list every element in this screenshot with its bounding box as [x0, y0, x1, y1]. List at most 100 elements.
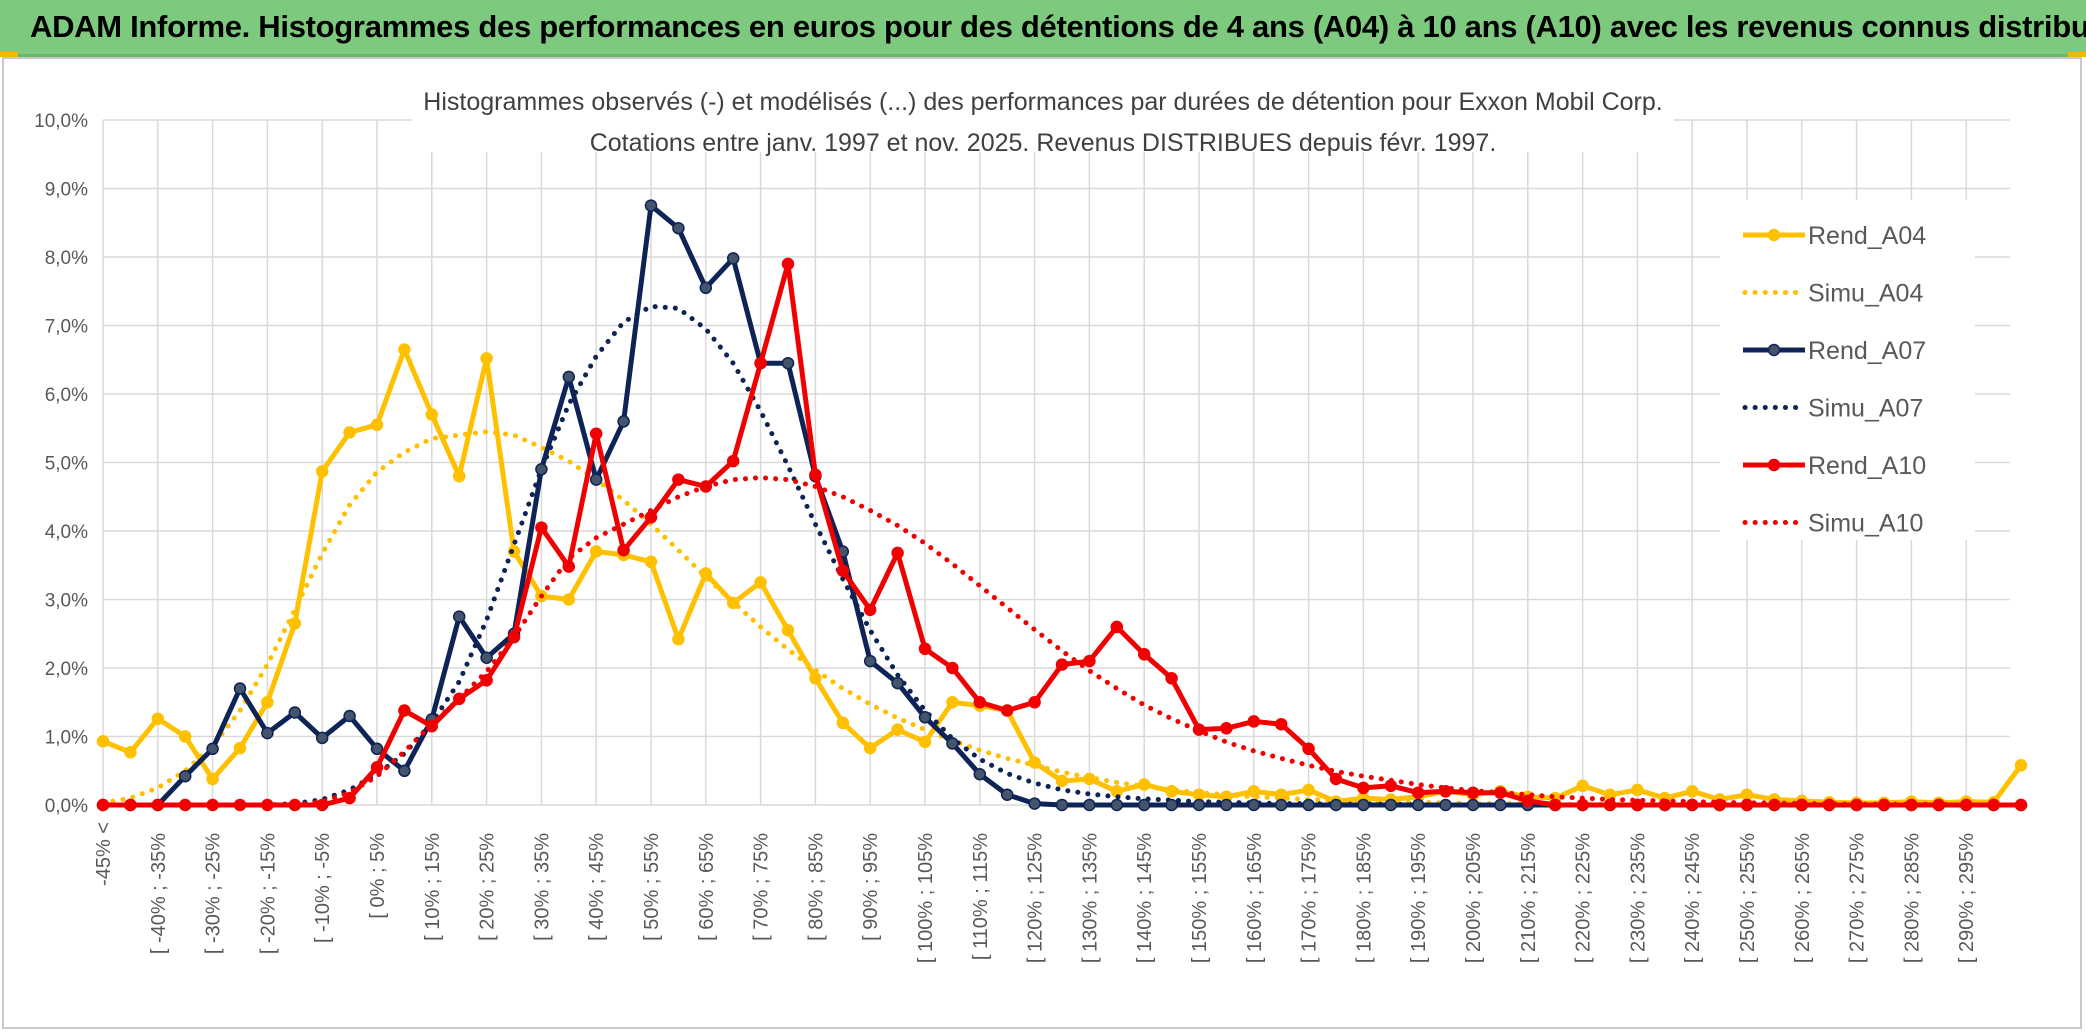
data-point — [343, 791, 356, 805]
data-point — [178, 769, 192, 783]
data-point — [261, 726, 274, 740]
data-point — [1110, 620, 1124, 634]
data-point — [288, 798, 302, 812]
x-tick-label: [ 240% ; 245% — [1682, 833, 1704, 963]
legend-label: Simu_A04 — [1808, 280, 1923, 308]
data-point — [151, 798, 165, 812]
legend-item-simu-a10: Simu_A10 — [1742, 510, 1923, 538]
data-point — [480, 352, 493, 365]
data-point — [946, 696, 959, 709]
data-point — [672, 473, 685, 486]
series-layer — [96, 199, 2028, 812]
data-point — [124, 798, 137, 812]
data-point — [1740, 788, 1754, 801]
y-tick-label: 0,0% — [45, 796, 88, 817]
x-tick-label: [ 270% ; 275% — [1847, 833, 1869, 963]
x-tick-label: [ 190% ; 195% — [1408, 833, 1430, 963]
x-tick-label: [ -20% ; -15% — [257, 833, 279, 954]
x-tick-label: [ 150% ; 155% — [1189, 833, 1211, 963]
data-point — [1822, 798, 1836, 812]
data-point — [863, 654, 877, 668]
x-tick-label: [ 70% ; 75% — [751, 833, 773, 941]
series-rend-a04 — [96, 343, 2028, 810]
data-point — [562, 560, 576, 573]
data-point — [672, 221, 685, 235]
data-point — [1137, 778, 1151, 791]
data-point — [809, 672, 822, 685]
legend-label: Simu_A07 — [1808, 395, 1923, 423]
data-point — [836, 564, 850, 577]
data-point — [781, 356, 795, 370]
x-tick-label: [ 220% ; 225% — [1573, 833, 1595, 963]
data-point — [1247, 798, 1261, 812]
legend-item-rend-a07: Rend_A07 — [1743, 337, 1926, 365]
x-tick-label: [ 80% ; 85% — [805, 833, 827, 941]
data-point — [1548, 798, 1562, 812]
x-tick-label: [ -30% ; -25% — [203, 833, 225, 954]
data-point — [1795, 798, 1809, 812]
x-tick-label: [ 100% ; 105% — [915, 833, 937, 963]
data-point — [562, 593, 576, 606]
data-point — [1959, 798, 1973, 812]
report-title: ADAM Informe. Histogrammes des performan… — [30, 9, 2086, 44]
series-rend-a10 — [96, 257, 2028, 812]
y-axis-ticks: 0,0% 1,0% 2,0% 3,0% 4,0% 5,0% 6,0% 7,0% 8,0% 9,0%… — [34, 111, 88, 817]
data-point — [1521, 794, 1535, 808]
data-point — [2014, 798, 2028, 812]
data-point — [1685, 798, 1699, 812]
title-backdrop — [412, 72, 1674, 152]
data-point — [1302, 742, 1315, 756]
data-point — [1028, 756, 1041, 769]
data-point — [1439, 785, 1452, 798]
data-point — [343, 426, 356, 439]
data-point — [178, 798, 192, 812]
data-point — [261, 696, 274, 709]
data-point — [178, 730, 192, 743]
data-point — [699, 567, 713, 580]
data-point — [1165, 672, 1178, 685]
data-point — [233, 682, 247, 695]
data-point — [1411, 798, 1425, 812]
x-tick-label: [ -10% ; -5% — [312, 833, 334, 943]
data-point — [754, 576, 767, 589]
data-point — [1192, 723, 1206, 736]
x-tick-label: [ 160% ; 165% — [1244, 833, 1266, 963]
data-point — [781, 257, 795, 271]
chart-title: Histogrammes observés (-) et modélisés (… — [423, 88, 1662, 116]
x-tick-label: [ 180% ; 185% — [1353, 833, 1375, 963]
legend-box — [1720, 200, 1975, 540]
data-point — [1658, 798, 1672, 812]
legend-marker — [1767, 228, 1781, 242]
data-point — [1000, 788, 1014, 801]
x-tick-label: [ 30% ; 35% — [531, 833, 553, 941]
data-point — [617, 543, 630, 557]
data-point — [315, 798, 329, 812]
data-point — [1247, 715, 1261, 728]
data-point — [96, 735, 110, 748]
data-point — [562, 370, 576, 384]
data-point — [781, 624, 795, 637]
data-point — [946, 737, 959, 750]
data-point — [1932, 798, 1946, 812]
y-tick-label: 10,0% — [34, 111, 88, 132]
data-point — [1603, 798, 1617, 812]
data-point — [699, 281, 713, 295]
x-tick-label: [ 200% ; 205% — [1463, 833, 1485, 963]
x-tick-label: [ 230% ; 235% — [1627, 833, 1649, 963]
data-point — [480, 651, 493, 664]
data-point — [1576, 798, 1589, 812]
x-axis-ticks: -45% < [ -40% ; -35% [ -30% ; -25% [ -20% ;… — [93, 822, 1978, 963]
x-tick-label: [ 0% ; 5% — [367, 833, 389, 919]
data-point — [617, 415, 630, 428]
data-point — [1247, 785, 1261, 798]
data-point — [425, 408, 439, 421]
data-point — [151, 712, 165, 725]
data-point — [288, 617, 302, 630]
data-point — [1028, 797, 1041, 810]
data-point — [1083, 654, 1096, 668]
data-point — [1713, 798, 1726, 812]
data-point — [1631, 783, 1644, 797]
data-point — [1576, 779, 1589, 793]
data-point — [1137, 648, 1151, 661]
y-tick-label: 7,0% — [45, 317, 88, 338]
